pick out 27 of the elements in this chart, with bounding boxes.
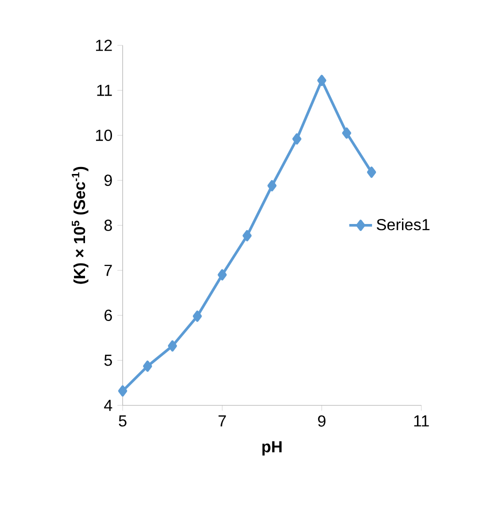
x-tick-label: 7: [218, 415, 226, 426]
y-tick-label: 4: [104, 400, 112, 411]
point: [267, 180, 277, 192]
point: [242, 230, 252, 242]
point: [342, 127, 352, 139]
point: [292, 133, 302, 145]
y-tick-label: 7: [104, 264, 112, 276]
y-tick-label: 6: [104, 310, 112, 321]
y-tick-label: 11: [97, 84, 112, 96]
y-tick-label: 5: [104, 354, 112, 366]
point: [192, 310, 202, 322]
x-tick-label: 11: [414, 415, 429, 426]
x-tick-label: 9: [318, 415, 326, 427]
y-tick-label: 10: [96, 130, 112, 141]
point: [168, 340, 177, 352]
point: [218, 269, 227, 280]
point: [367, 166, 376, 178]
point: [118, 385, 128, 397]
y-tick-label: 9: [104, 174, 112, 186]
x-axis-title: pH: [262, 441, 282, 456]
y-tick-label: 8: [104, 220, 112, 231]
text: (K) × 10$^{5}$ (Sec$^{-1}$): [72, 166, 88, 284]
x-tick-label: 5: [118, 415, 126, 427]
point: [317, 74, 326, 86]
y-tick-label: 12: [96, 40, 112, 51]
point: [143, 360, 152, 372]
legend-label: Series1: [376, 218, 430, 230]
